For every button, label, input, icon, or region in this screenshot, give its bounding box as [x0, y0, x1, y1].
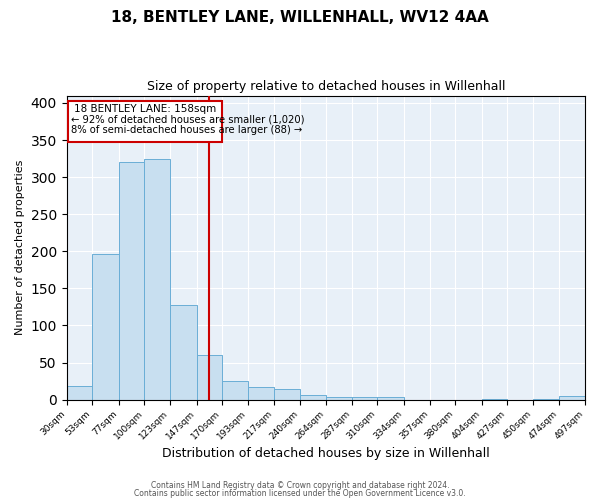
- X-axis label: Distribution of detached houses by size in Willenhall: Distribution of detached houses by size …: [162, 447, 490, 460]
- Bar: [274, 388, 300, 400]
- Text: Contains HM Land Registry data © Crown copyright and database right 2024.: Contains HM Land Registry data © Crown c…: [151, 481, 449, 490]
- Bar: [533, 399, 559, 400]
- Bar: [92, 254, 119, 400]
- Bar: [352, 396, 377, 400]
- Bar: [145, 158, 170, 400]
- Bar: [326, 396, 352, 400]
- FancyBboxPatch shape: [68, 100, 222, 142]
- Text: Contains public sector information licensed under the Open Government Licence v3: Contains public sector information licen…: [134, 488, 466, 498]
- Text: ← 92% of detached houses are smaller (1,020): ← 92% of detached houses are smaller (1,…: [71, 115, 305, 125]
- Text: 18, BENTLEY LANE, WILLENHALL, WV12 4AA: 18, BENTLEY LANE, WILLENHALL, WV12 4AA: [111, 10, 489, 25]
- Y-axis label: Number of detached properties: Number of detached properties: [15, 160, 25, 336]
- Bar: [482, 399, 508, 400]
- Text: 8% of semi-detached houses are larger (88) →: 8% of semi-detached houses are larger (8…: [71, 125, 302, 135]
- Bar: [248, 387, 274, 400]
- Bar: [119, 162, 145, 400]
- Bar: [377, 396, 404, 400]
- Bar: [197, 355, 222, 400]
- Bar: [559, 396, 585, 400]
- Text: 18 BENTLEY LANE: 158sqm: 18 BENTLEY LANE: 158sqm: [74, 104, 216, 115]
- Bar: [67, 386, 92, 400]
- Bar: [222, 381, 248, 400]
- Bar: [300, 395, 326, 400]
- Title: Size of property relative to detached houses in Willenhall: Size of property relative to detached ho…: [146, 80, 505, 93]
- Bar: [170, 304, 197, 400]
